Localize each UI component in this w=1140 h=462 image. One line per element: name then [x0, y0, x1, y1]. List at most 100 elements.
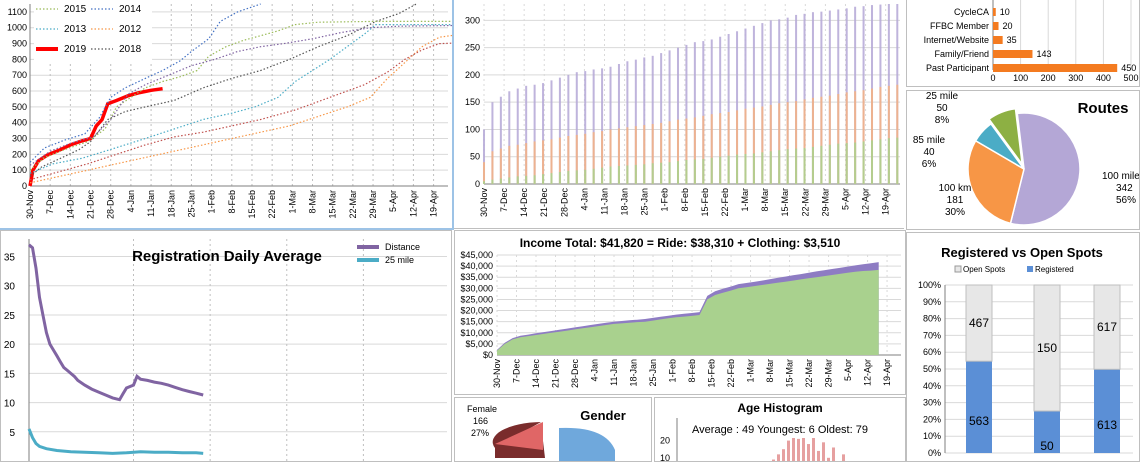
x-tick-label: 8-Mar — [760, 188, 770, 212]
bar-orange — [693, 117, 696, 184]
x-tick-label: 1-Mar — [287, 190, 297, 214]
bar-orange — [837, 94, 840, 184]
bar-purple — [769, 20, 772, 185]
registered-open-chart: Registered vs Open Spots Open Spots Regist… — [918, 245, 1133, 458]
bar-orange — [550, 139, 553, 184]
slice-pct: 30% — [945, 207, 965, 218]
bar-green — [710, 157, 713, 184]
bar-purple — [795, 14, 798, 185]
bar-green — [567, 170, 570, 184]
x-tick-label: 29-Mar — [820, 188, 830, 217]
data-label-open: 467 — [969, 316, 989, 330]
chart-title: Routes — [1078, 100, 1129, 117]
x-tick-label: 28-Dec — [570, 359, 580, 389]
bar-green — [702, 158, 705, 184]
bar-orange — [601, 131, 604, 184]
chart-title: Gender — [580, 408, 626, 423]
x-tick-label: 15-Mar — [328, 190, 338, 219]
bar-purple — [617, 64, 620, 184]
slice-count: 50 — [936, 103, 948, 114]
bar-purple — [668, 50, 671, 185]
bar-green — [862, 141, 865, 184]
legend-label: 2013 — [64, 24, 87, 35]
y-tick-label: $40,000 — [460, 261, 493, 271]
pie-slice-female — [495, 422, 543, 450]
y-tick-label: $30,000 — [460, 283, 493, 293]
registered-vs-open-panel: Registered vs Open Spots Open Spots Regist… — [906, 232, 1140, 462]
bar-orange — [685, 118, 688, 184]
bar-orange — [592, 132, 595, 184]
x-tick-label: 1-Mar — [740, 188, 750, 212]
bar-purple — [609, 66, 612, 184]
bar-orange — [761, 106, 764, 184]
y-tick-label: 600 — [12, 86, 27, 96]
series-line — [27, 428, 204, 455]
bar-orange — [786, 102, 789, 184]
bar-purple — [651, 55, 654, 185]
y-tick-label: 30% — [923, 398, 941, 408]
series-line-other — [29, 42, 452, 181]
x-tick-label: 7-Dec — [45, 190, 55, 215]
age-histogram-panel: Age Histogram Average : 49 Youngest: 6 Ol… — [654, 397, 906, 462]
bar-orange — [854, 91, 857, 184]
y-tick-label: 50% — [923, 364, 941, 374]
cumulative-chart: 0 100 200 300 400 500 600 700 800 900 1000 1100 30-N… — [7, 0, 452, 219]
bar-orange — [567, 136, 570, 184]
bar-green — [575, 170, 578, 184]
legend-label: 2019 — [64, 44, 87, 55]
slice-pct: 8% — [935, 115, 950, 126]
y-tick-label: 150 — [465, 97, 480, 107]
series-line-2013 — [29, 24, 452, 174]
x-tick-label: 4-Jan — [590, 359, 600, 382]
histogram-bar — [787, 440, 790, 461]
bar-orange — [575, 134, 578, 184]
y-tick-label: 5 — [9, 428, 15, 439]
bar-green — [828, 144, 831, 184]
bar-green — [617, 166, 620, 184]
referral-chart: 0 100 200 300 400 500 CycleCA 10 FFBC Member 20 In… — [924, 0, 1139, 83]
y-tick-label: $35,000 — [460, 272, 493, 282]
bar-green — [643, 164, 646, 184]
y-tick-label: 100 — [465, 124, 480, 134]
bar-orange — [736, 110, 739, 184]
bar-orange — [499, 148, 502, 184]
bar — [993, 50, 1033, 58]
data-label: 20 — [1003, 21, 1013, 31]
bar-green — [693, 159, 696, 184]
gender-chart: Gender Female 166 27% — [467, 404, 626, 461]
bar-orange — [811, 97, 814, 184]
series-line-2014 — [29, 3, 261, 163]
bar — [993, 22, 999, 30]
bar-orange — [887, 85, 890, 184]
bar-purple — [567, 74, 570, 184]
x-tick-label: 500 — [1123, 73, 1138, 83]
bar-purple — [482, 129, 486, 184]
bar-green — [803, 148, 806, 184]
series-line-2019 — [28, 86, 163, 187]
category-label: Internet/Website — [924, 35, 989, 45]
gender-panel: Gender Female 166 27% — [454, 397, 652, 462]
daily-registrations-panel: 0 50 100 150 200 250 300 30-Nov 7-Dec 14-Dec 21-De… — [454, 0, 904, 229]
bar-purple — [676, 47, 680, 184]
y-tick-label: 80% — [923, 314, 941, 324]
bar-green — [533, 175, 536, 184]
daily-average-panel: 5 10 15 20 25 30 35 Registration Daily Average D… — [0, 230, 452, 462]
bar-purple — [533, 84, 536, 184]
legend-swatch — [954, 265, 962, 273]
bar-purple — [761, 23, 764, 184]
bar-green — [854, 142, 857, 184]
bar-green — [525, 175, 528, 184]
bar-purple — [736, 31, 739, 184]
category-label: CycleCA — [954, 7, 989, 17]
bar-green — [499, 178, 502, 184]
y-tick-label: 20 — [660, 436, 670, 446]
y-tick-label: $10,000 — [460, 328, 493, 338]
y-tick-label: 500 — [12, 102, 27, 112]
bar-orange — [626, 127, 629, 184]
bar-green — [482, 181, 486, 184]
data-label: 143 — [1036, 49, 1051, 59]
bar-orange — [668, 121, 671, 184]
bar-green — [811, 146, 814, 184]
ride-area — [497, 269, 879, 355]
slice-label: 25 mile — [926, 91, 959, 102]
